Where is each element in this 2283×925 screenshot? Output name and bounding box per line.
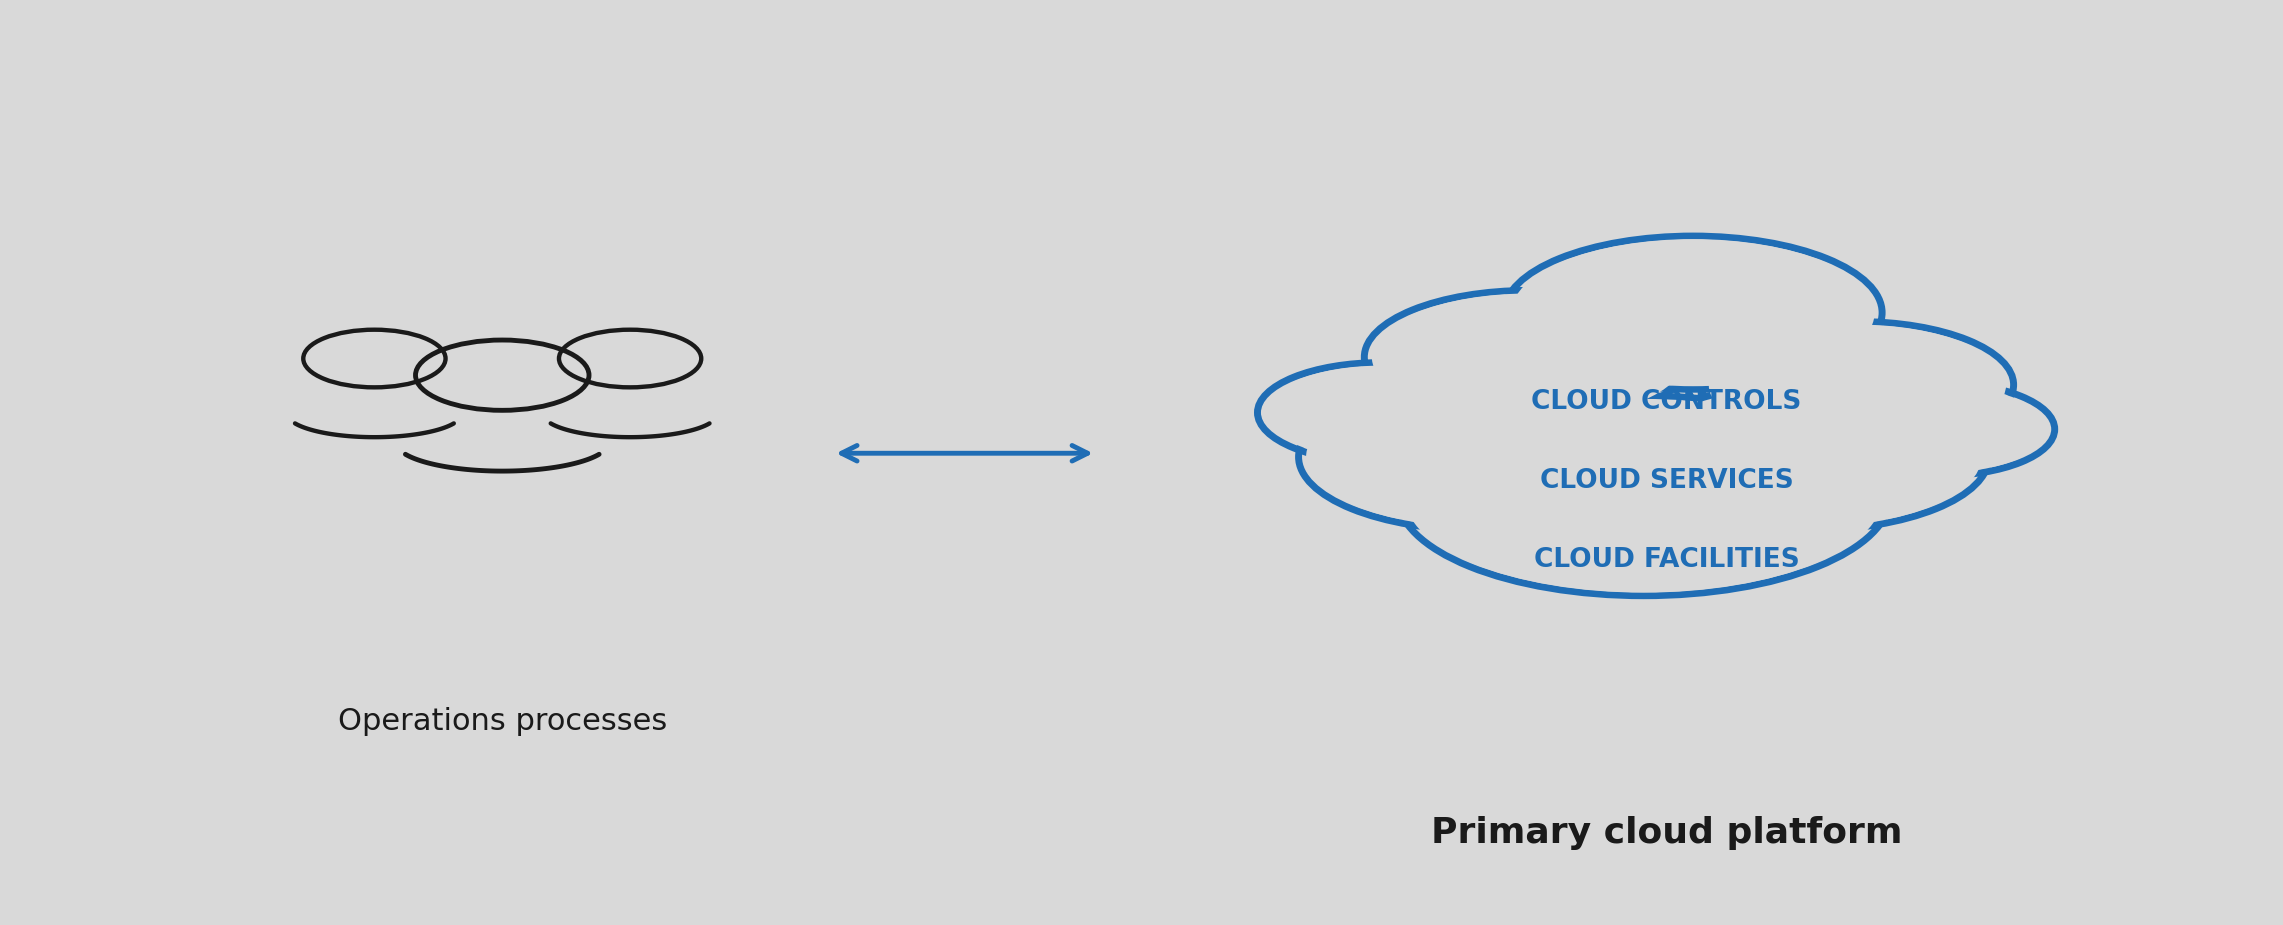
Circle shape <box>1635 387 1982 527</box>
Circle shape <box>1365 290 1694 424</box>
Text: CLOUD SERVICES: CLOUD SERVICES <box>1539 468 1794 494</box>
Circle shape <box>1831 386 2048 473</box>
Text: Operations processes: Operations processes <box>338 707 667 736</box>
Circle shape <box>1404 399 1883 593</box>
Circle shape <box>1397 396 1890 596</box>
Circle shape <box>1708 325 2007 445</box>
Circle shape <box>1504 236 1881 389</box>
Circle shape <box>1628 384 1988 530</box>
Circle shape <box>1701 322 2014 448</box>
Circle shape <box>1372 293 1685 421</box>
Text: CLOUD CONTROLS: CLOUD CONTROLS <box>1532 389 1801 415</box>
Circle shape <box>1258 363 1504 462</box>
Text: CLOUD FACILITIES: CLOUD FACILITIES <box>1534 547 1799 573</box>
Circle shape <box>1511 239 1874 387</box>
Circle shape <box>1299 384 1660 530</box>
Circle shape <box>1824 383 2055 475</box>
Text: Primary cloud platform: Primary cloud platform <box>1431 816 1902 849</box>
Circle shape <box>1306 387 1653 527</box>
Circle shape <box>1265 365 1498 460</box>
